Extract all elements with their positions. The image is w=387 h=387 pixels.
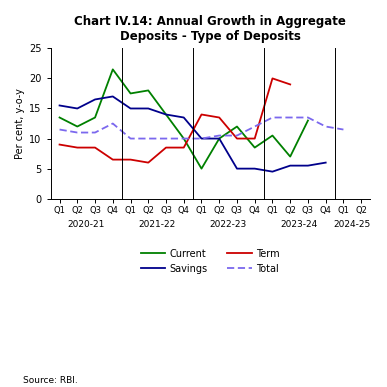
- Total: [75, 130, 80, 135]
- Term: [182, 145, 186, 150]
- Savings: [146, 106, 151, 111]
- Line: Savings: Savings: [60, 96, 326, 172]
- Text: 2024-25: 2024-25: [334, 220, 371, 229]
- Line: Current: Current: [60, 69, 308, 169]
- Current: [57, 115, 62, 120]
- Current: [252, 145, 257, 150]
- Total: [270, 115, 275, 120]
- Term: [57, 142, 62, 147]
- Current: [199, 166, 204, 171]
- Total: [164, 136, 168, 141]
- Total: [199, 136, 204, 141]
- Total: [128, 136, 133, 141]
- Text: 2020-21: 2020-21: [67, 220, 105, 229]
- Line: Term: Term: [60, 79, 290, 163]
- Savings: [217, 136, 222, 141]
- Savings: [128, 106, 133, 111]
- Savings: [270, 170, 275, 174]
- Current: [306, 118, 310, 123]
- Legend: Current, Savings, Term, Total: Current, Savings, Term, Total: [140, 249, 280, 274]
- Term: [252, 136, 257, 141]
- Term: [235, 136, 239, 141]
- Savings: [57, 103, 62, 108]
- Term: [217, 115, 222, 120]
- Savings: [75, 106, 80, 111]
- Current: [235, 124, 239, 129]
- Term: [146, 160, 151, 165]
- Total: [57, 127, 62, 132]
- Current: [270, 133, 275, 138]
- Text: 2023-24: 2023-24: [281, 220, 318, 229]
- Term: [288, 82, 293, 87]
- Current: [128, 91, 133, 96]
- Total: [217, 133, 222, 138]
- Total: [146, 136, 151, 141]
- Title: Chart IV.14: Annual Growth in Aggregate
Deposits - Type of Deposits: Chart IV.14: Annual Growth in Aggregate …: [74, 15, 346, 43]
- Savings: [199, 136, 204, 141]
- Y-axis label: Per cent, y-o-y: Per cent, y-o-y: [15, 88, 25, 159]
- Term: [199, 112, 204, 117]
- Total: [252, 124, 257, 129]
- Term: [110, 157, 115, 162]
- Current: [146, 88, 151, 93]
- Savings: [182, 115, 186, 120]
- Current: [164, 112, 168, 117]
- Text: Source: RBI.: Source: RBI.: [23, 376, 78, 385]
- Savings: [288, 163, 293, 168]
- Savings: [252, 166, 257, 171]
- Current: [217, 136, 222, 141]
- Savings: [110, 94, 115, 99]
- Term: [270, 76, 275, 81]
- Total: [182, 136, 186, 141]
- Savings: [93, 97, 98, 102]
- Current: [182, 136, 186, 141]
- Savings: [164, 112, 168, 117]
- Term: [128, 157, 133, 162]
- Total: [306, 115, 310, 120]
- Total: [341, 127, 346, 132]
- Term: [93, 145, 98, 150]
- Total: [93, 130, 98, 135]
- Current: [110, 67, 115, 72]
- Total: [324, 124, 328, 129]
- Term: [75, 145, 80, 150]
- Total: [235, 133, 239, 138]
- Savings: [306, 163, 310, 168]
- Text: 2021-22: 2021-22: [139, 220, 176, 229]
- Current: [93, 115, 98, 120]
- Current: [288, 154, 293, 159]
- Savings: [324, 160, 328, 165]
- Current: [75, 124, 80, 129]
- Total: [288, 115, 293, 120]
- Line: Total: Total: [60, 118, 343, 139]
- Text: 2022-23: 2022-23: [209, 220, 247, 229]
- Savings: [235, 166, 239, 171]
- Total: [110, 121, 115, 126]
- Term: [164, 145, 168, 150]
